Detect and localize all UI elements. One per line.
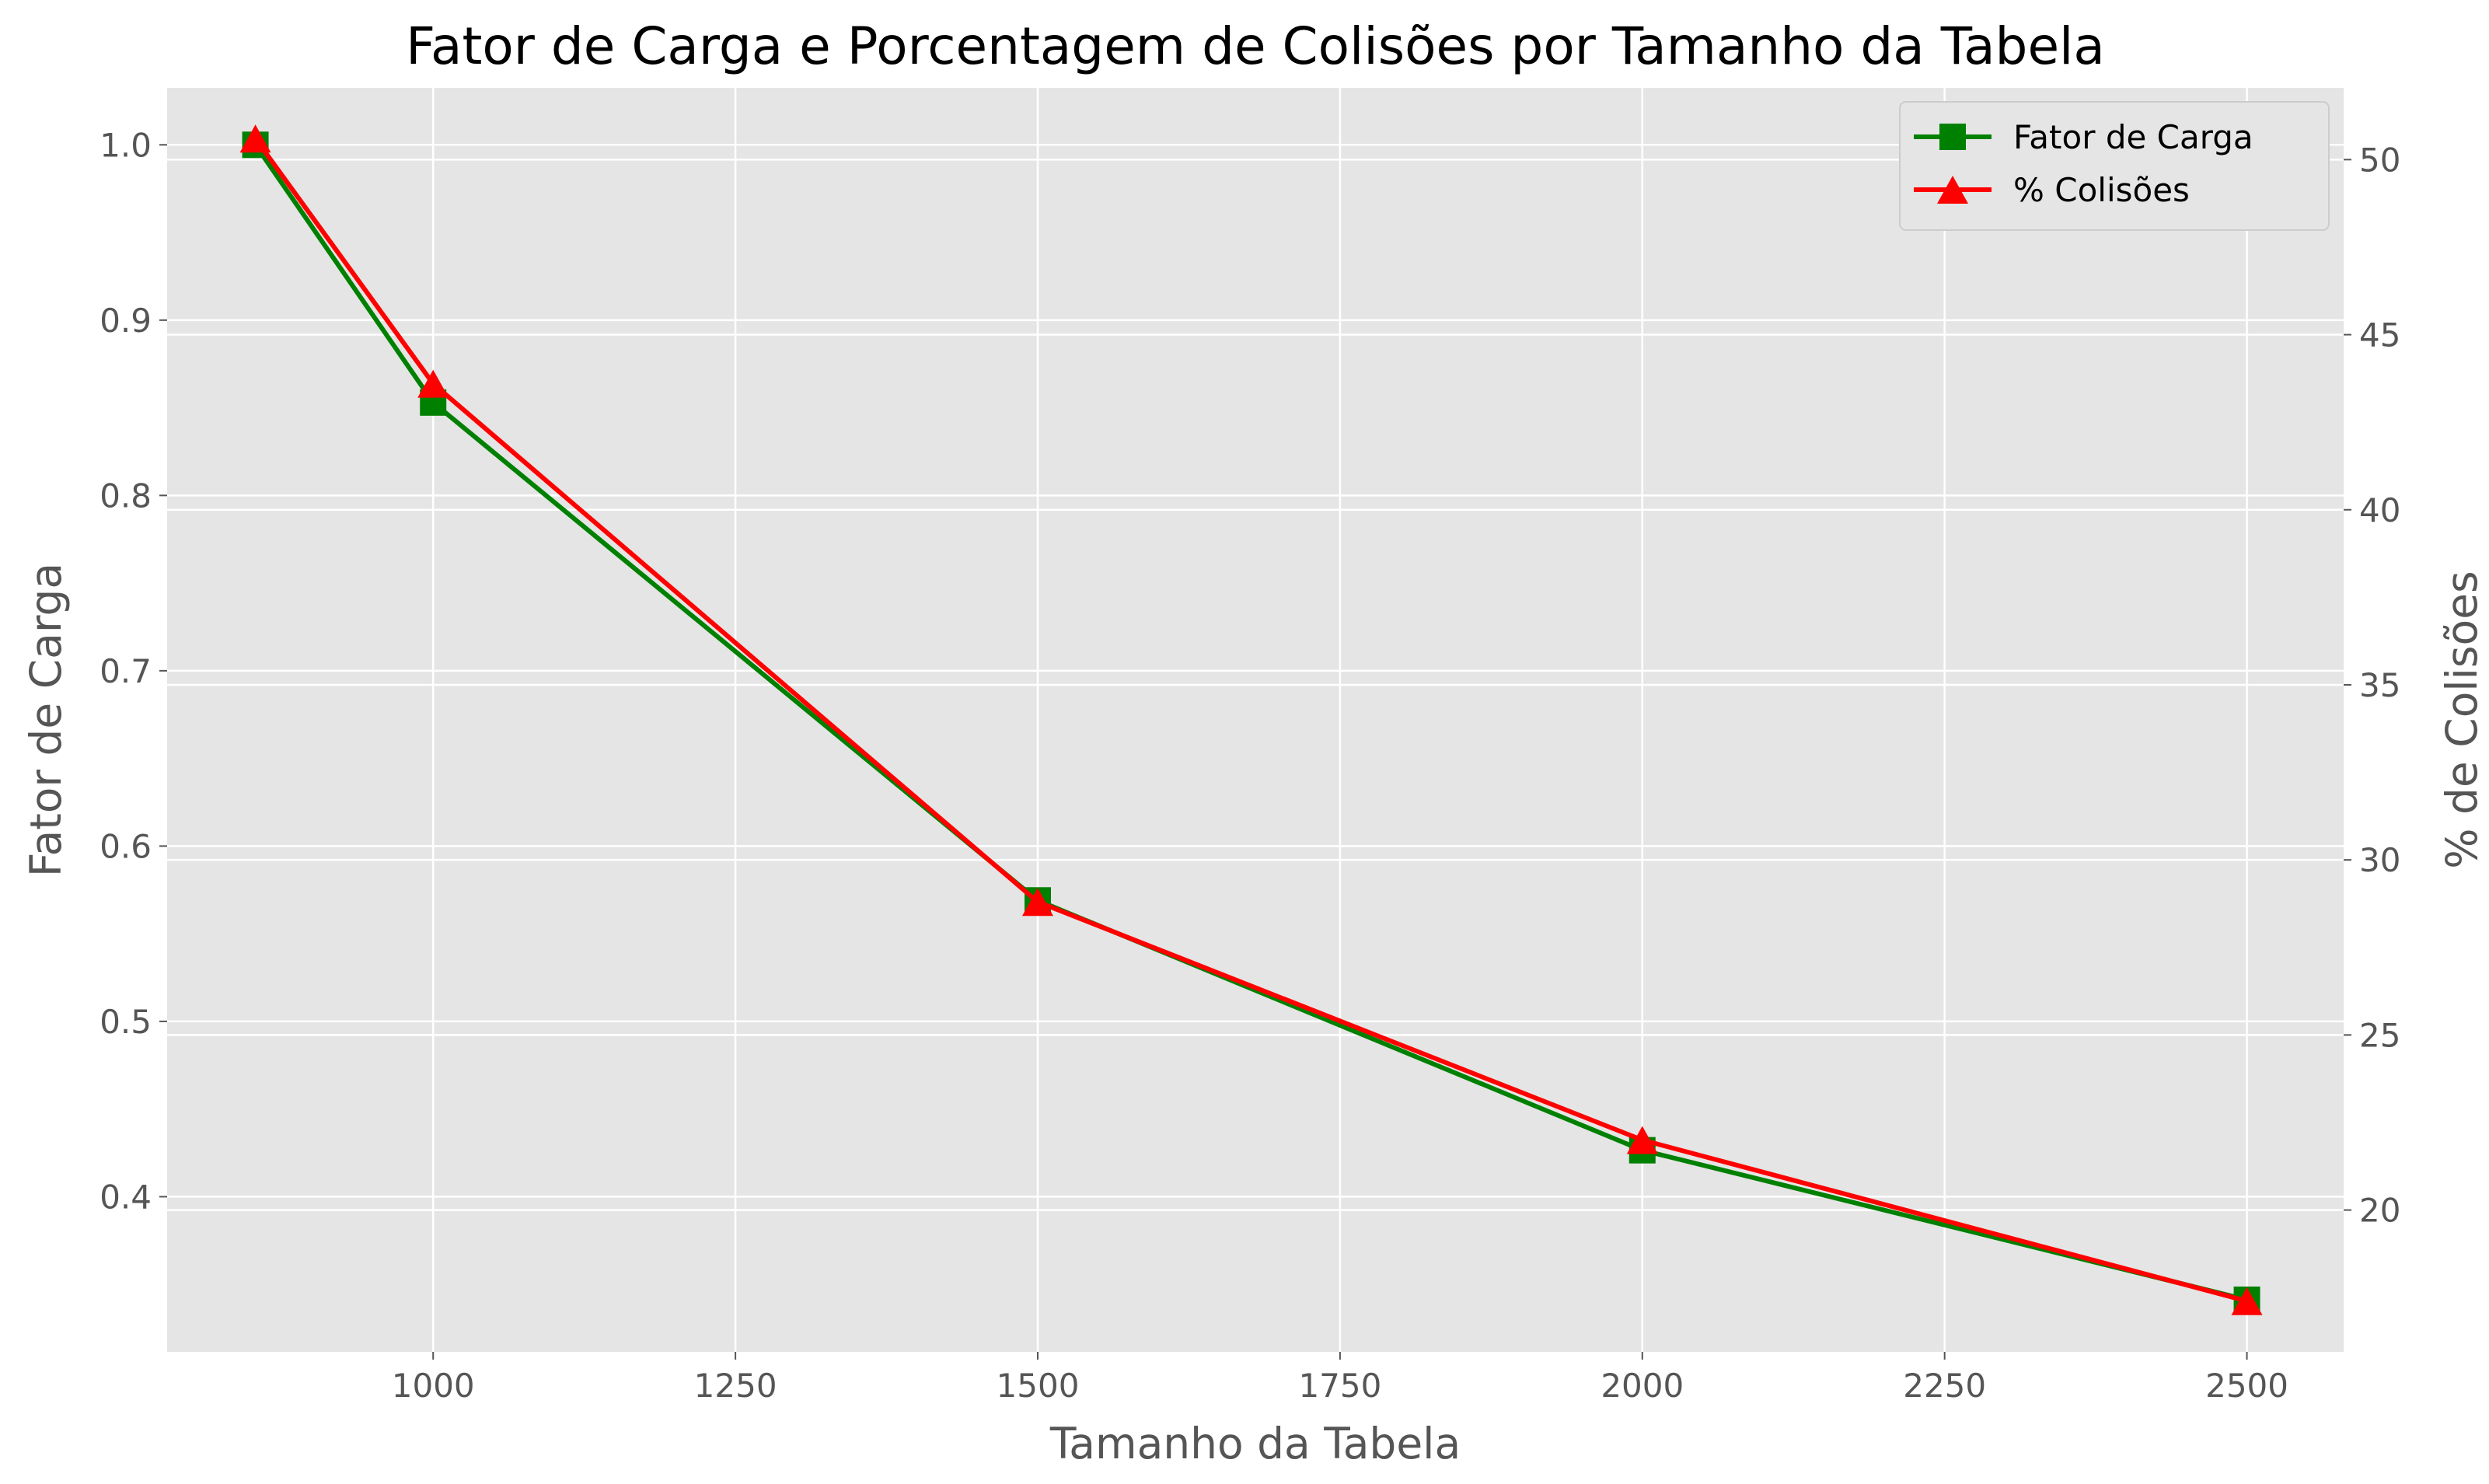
y2-tick-label: 45 [2359, 316, 2400, 354]
colisoes-point [239, 124, 271, 153]
y-tick-label: 0.4 [99, 1178, 152, 1216]
legend-marker [1939, 124, 1966, 150]
y2-tick-label: 20 [2359, 1192, 2400, 1230]
y-tick-label: 0.9 [99, 302, 152, 340]
x-tick-label: 1000 [392, 1367, 475, 1405]
legend-label: % Colisões [2013, 171, 2190, 209]
x-tick-label: 2250 [1903, 1367, 1986, 1405]
y-tick-label: 0.5 [99, 1003, 152, 1041]
y2-tick-label: 25 [2359, 1016, 2400, 1054]
x-tick-label: 2500 [2205, 1367, 2288, 1405]
series-layer [239, 124, 2263, 1315]
x-ticks: 1000 1250 1500 1750 2000 2250 2500 [392, 1352, 2288, 1405]
colisoes-point [1022, 888, 1053, 917]
y-tick-label: 0.6 [99, 827, 152, 865]
x-tick-label: 1750 [1298, 1367, 1381, 1405]
x-axis-label: Tamanho da Tabela [1049, 1419, 1461, 1468]
x-tick-label: 2000 [1601, 1367, 1684, 1405]
legend-box [1899, 101, 2330, 231]
x-tick-label: 1500 [997, 1367, 1080, 1405]
legend-label: Fator de Carga [2013, 118, 2253, 156]
colisoes-point [2231, 1287, 2263, 1315]
colisoes-point [417, 369, 449, 398]
y2-ticks: 20 25 30 35 40 45 50 [2344, 141, 2400, 1230]
plot-area [167, 88, 2344, 1352]
y2-axis-label: % de Colisões [2437, 571, 2487, 868]
legend: Fator de Carga % Colisões [1899, 101, 2330, 231]
y-ticks: 0.4 0.5 0.6 0.7 0.8 0.9 1.0 [99, 126, 167, 1216]
legend-items: Fator de Carga % Colisões [1914, 118, 2253, 209]
chart-title: Fator de Carga e Porcentagem de Colisões… [406, 16, 2105, 76]
y2-tick-label: 35 [2359, 666, 2400, 704]
legend-marker [1937, 176, 1968, 204]
y-axis-label: Fator de Carga [21, 563, 71, 877]
y-tick-label: 0.7 [99, 652, 152, 690]
y-tick-label: 0.8 [99, 477, 152, 515]
x-tick-label: 1250 [694, 1367, 777, 1405]
y-tick-label: 1.0 [99, 126, 152, 164]
colisoes-point [1626, 1126, 1658, 1154]
y2-tick-label: 50 [2359, 141, 2400, 179]
y2-tick-label: 40 [2359, 491, 2400, 529]
y2-tick-label: 30 [2359, 841, 2400, 879]
